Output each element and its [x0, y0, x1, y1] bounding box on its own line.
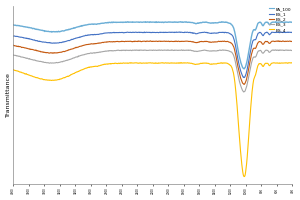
BS_3 — [118, 49, 122, 52]
BS_1 — [178, 31, 181, 33]
BS_2 — [11, 44, 15, 46]
BS_3 — [285, 49, 289, 51]
FA_100 — [255, 24, 259, 27]
BS_4 — [255, 68, 259, 70]
Line: FA_100: FA_100 — [13, 22, 292, 69]
BS_1 — [285, 31, 289, 34]
BS_3 — [11, 54, 15, 56]
FA_100 — [291, 21, 294, 24]
FA_100 — [179, 20, 182, 23]
BS_2 — [118, 40, 122, 43]
BS_3 — [242, 91, 245, 93]
Y-axis label: Transmittance: Transmittance — [6, 72, 10, 117]
BS_4 — [290, 61, 294, 64]
FA_100 — [11, 24, 15, 26]
BS_1 — [242, 76, 246, 79]
BS_2 — [60, 51, 64, 53]
BS_4 — [242, 175, 246, 178]
BS_4 — [11, 68, 15, 71]
BS_1 — [60, 41, 64, 44]
BS_2 — [44, 51, 47, 54]
BS_4 — [118, 62, 122, 64]
BS_3 — [255, 53, 259, 55]
BS_1 — [291, 31, 294, 34]
BS_4 — [285, 62, 289, 64]
BS_3 — [291, 49, 294, 52]
BS_3 — [131, 49, 134, 51]
FA_100 — [118, 21, 122, 24]
BS_4 — [131, 62, 134, 64]
Line: BS_2: BS_2 — [13, 41, 292, 84]
FA_100 — [131, 21, 134, 23]
FA_100 — [285, 21, 289, 23]
BS_4 — [60, 77, 64, 80]
BS_4 — [44, 79, 47, 81]
Line: BS_4: BS_4 — [13, 63, 292, 177]
FA_100 — [60, 30, 64, 32]
Line: BS_1: BS_1 — [13, 32, 292, 78]
BS_3 — [60, 61, 64, 63]
BS_2 — [131, 40, 134, 43]
BS_1 — [44, 41, 47, 43]
FA_100 — [44, 30, 47, 32]
Legend: FA_100, BS_1, BS_2, BS_3, BS_4: FA_100, BS_1, BS_2, BS_3, BS_4 — [268, 6, 292, 32]
BS_2 — [291, 40, 294, 42]
BS_2 — [242, 83, 246, 86]
FA_100 — [242, 68, 246, 70]
BS_2 — [285, 40, 289, 42]
BS_3 — [273, 49, 277, 51]
Line: BS_3: BS_3 — [13, 50, 292, 92]
BS_1 — [118, 31, 122, 34]
BS_4 — [291, 61, 294, 64]
BS_1 — [131, 31, 134, 33]
BS_1 — [255, 35, 259, 37]
BS_3 — [44, 61, 47, 64]
BS_1 — [11, 35, 15, 37]
BS_2 — [255, 44, 259, 46]
BS_2 — [148, 40, 152, 42]
